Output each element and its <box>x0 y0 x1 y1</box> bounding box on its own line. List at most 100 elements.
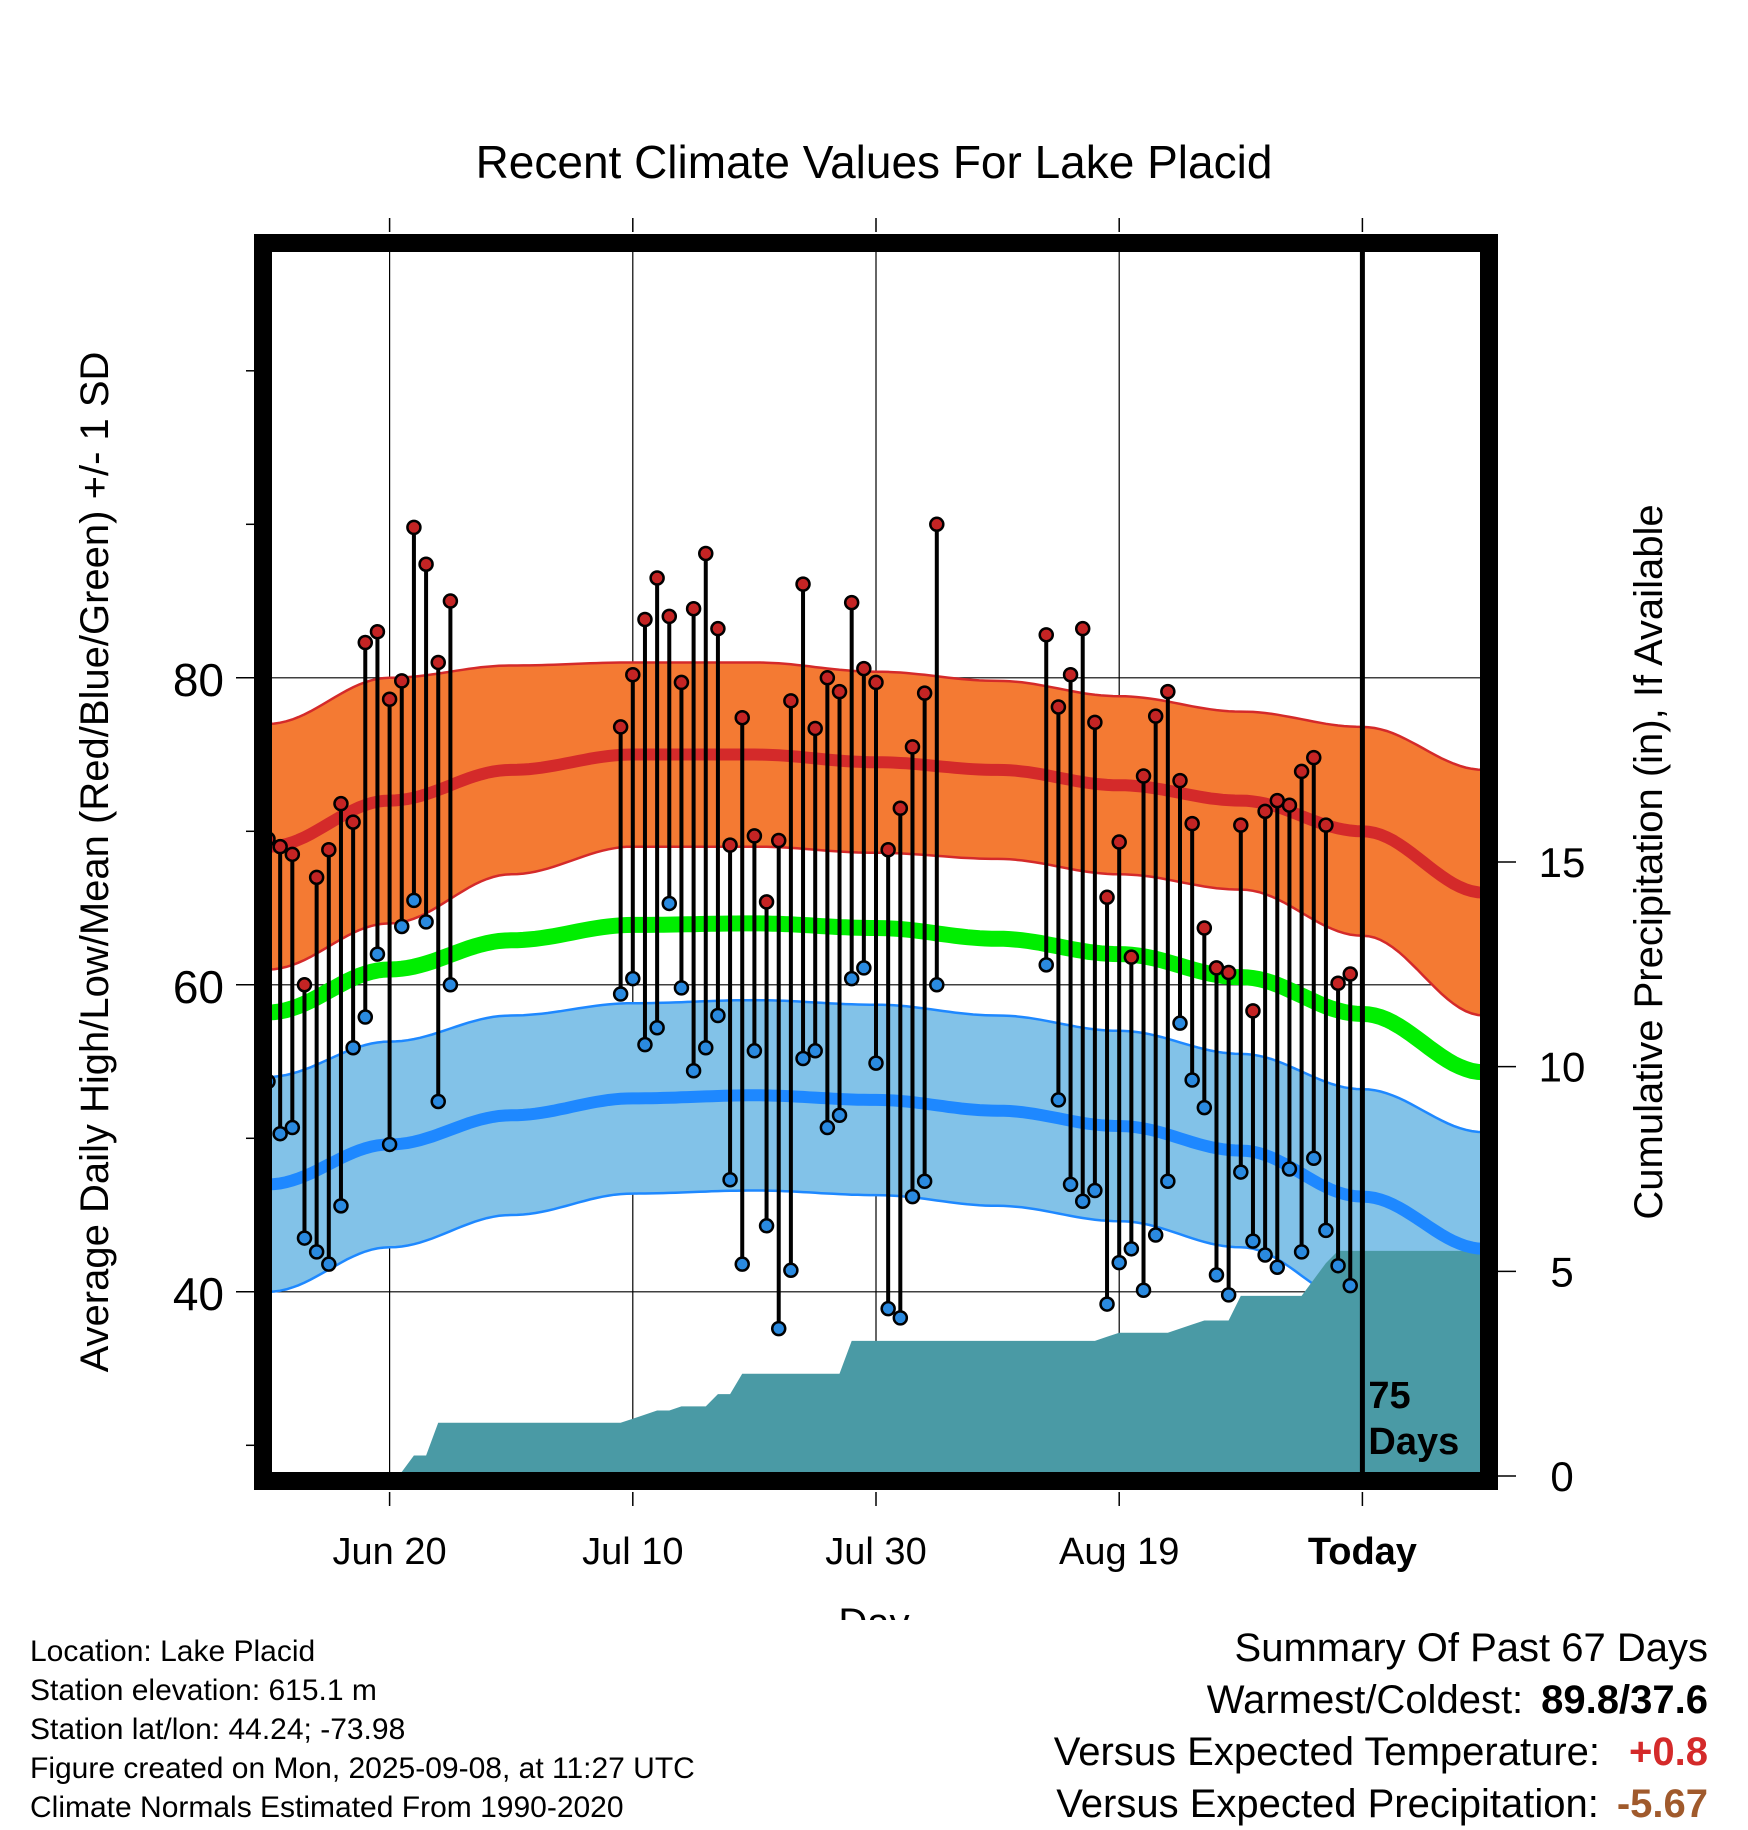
daily-low-point <box>612 986 629 1002</box>
daily-high-point <box>1111 834 1127 850</box>
daily-high-point <box>783 693 799 709</box>
temperature-anomaly-value: +0.8 <box>1629 1730 1708 1774</box>
daily-high-point <box>1257 803 1273 820</box>
daily-high-point <box>1099 889 1115 906</box>
daily-low-point <box>308 1244 325 1260</box>
precipitation-area <box>268 1250 1484 1476</box>
daily-low-point <box>661 895 678 912</box>
daily-low-point <box>333 1198 349 1214</box>
daily-high-point <box>1184 815 1200 832</box>
daily-high-point <box>442 593 459 609</box>
daily-low-point <box>831 1107 848 1124</box>
daily-low-point <box>1184 1072 1200 1088</box>
daily-low-point <box>406 892 422 909</box>
x-tick-label: Jun 20 <box>333 1531 447 1573</box>
daily-low-point <box>1245 1233 1261 1249</box>
daily-low-point <box>1220 1287 1237 1303</box>
daily-low-point <box>1172 1015 1188 1031</box>
y2-tick-label: 10 <box>1539 1044 1586 1091</box>
daily-low-point <box>1050 1092 1067 1108</box>
daily-low-point <box>1074 1193 1091 1209</box>
daily-high-point <box>284 846 301 863</box>
daily-high-point <box>369 624 386 640</box>
daily-low-point <box>819 1119 836 1136</box>
daily-high-point <box>685 600 702 617</box>
daily-low-point <box>892 1310 909 1326</box>
daily-low-point <box>770 1320 787 1337</box>
daily-low-point <box>880 1300 896 1317</box>
daily-low-point <box>807 1043 823 1059</box>
daily-high-point <box>1147 708 1164 724</box>
daily-low-point <box>673 980 690 996</box>
daily-low-point <box>1306 1150 1322 1167</box>
daily-high-point <box>1281 797 1298 813</box>
daily-high-point <box>1196 920 1213 936</box>
x-tick-label: Jul 30 <box>825 1531 926 1573</box>
daily-high-point <box>357 634 374 651</box>
daily-high-point <box>1050 699 1067 715</box>
temperature-anomaly-label: Versus Expected Temperature: <box>1053 1730 1600 1774</box>
daily-high-point <box>843 594 860 611</box>
daily-low-point <box>685 1063 702 1079</box>
daily-high-point <box>856 660 872 677</box>
daily-low-point <box>1196 1099 1213 1116</box>
y-tick-label: 80 <box>173 654 224 706</box>
precipitation-anomaly-row: Versus Expected Precipitation: -5.67 <box>1054 1778 1708 1830</box>
daily-low-point <box>649 1020 665 1036</box>
daily-high-point <box>1074 620 1091 637</box>
x-tick-label: Aug 19 <box>1059 1531 1179 1573</box>
y-tick-label: 40 <box>173 1268 224 1320</box>
daily-low-point <box>734 1256 750 1272</box>
daily-high-point <box>345 814 361 830</box>
high-normal-band-upper-edge <box>268 661 1484 772</box>
daily-high-point <box>758 894 775 910</box>
summary-heading: Summary Of Past 67 Days <box>1234 1626 1708 1670</box>
daily-high-point <box>1123 949 1140 965</box>
daily-high-point <box>734 709 750 726</box>
daily-high-point <box>612 719 629 735</box>
daily-high-point <box>296 977 313 993</box>
daily-low-point <box>1330 1257 1346 1274</box>
low-normal-band <box>268 1000 1484 1366</box>
normals-text: Climate Normals Estimated From 1990-2020 <box>30 1791 624 1824</box>
daily-low-point <box>758 1218 775 1234</box>
daily-low-point <box>1293 1244 1310 1260</box>
daily-high-point <box>698 545 714 562</box>
daily-high-point <box>272 838 288 855</box>
daily-low-point <box>1269 1259 1286 1275</box>
x-tick-label: Jul 10 <box>582 1531 683 1573</box>
daily-high-point <box>1330 975 1346 992</box>
daily-high-point <box>1293 763 1310 780</box>
daily-high-point <box>381 691 398 708</box>
latlon-text: Station lat/lon: 44.24; -73.98 <box>30 1713 406 1746</box>
daily-low-point <box>795 1050 811 1067</box>
daily-low-point <box>272 1125 288 1142</box>
daily-high-point <box>1318 817 1334 833</box>
daily-high-point <box>831 683 848 700</box>
today-days-label: 75 <box>1368 1375 1410 1417</box>
daily-low-point <box>321 1256 337 1272</box>
daily-low-point <box>381 1136 398 1153</box>
daily-high-point <box>795 576 811 592</box>
daily-high-point <box>418 556 434 572</box>
low-normal-line <box>268 1089 1484 1255</box>
daily-high-point <box>929 516 945 533</box>
daily-high-point <box>1233 817 1249 833</box>
daily-high-point <box>661 608 678 625</box>
daily-high-point <box>321 841 337 858</box>
daily-low-point <box>430 1093 446 1110</box>
daily-low-point <box>1038 957 1054 973</box>
y-tick-label: 60 <box>173 961 224 1013</box>
daily-low-point <box>843 970 860 987</box>
daily-high-point <box>394 673 410 689</box>
daily-low-point <box>1342 1277 1358 1294</box>
daily-high-point <box>880 841 896 858</box>
daily-high-point <box>673 674 690 691</box>
temperature-anomaly-row: Versus Expected Temperature: +0.8 <box>1054 1726 1708 1778</box>
x-tick-label: Today <box>1308 1531 1417 1573</box>
daily-low-point <box>418 914 434 930</box>
summary-panel: Summary Of Past 67 Days Warmest/Coldest:… <box>1054 1622 1708 1830</box>
daily-low-point <box>856 960 872 976</box>
daily-high-point <box>916 685 933 701</box>
daily-low-point <box>1087 1182 1103 1199</box>
